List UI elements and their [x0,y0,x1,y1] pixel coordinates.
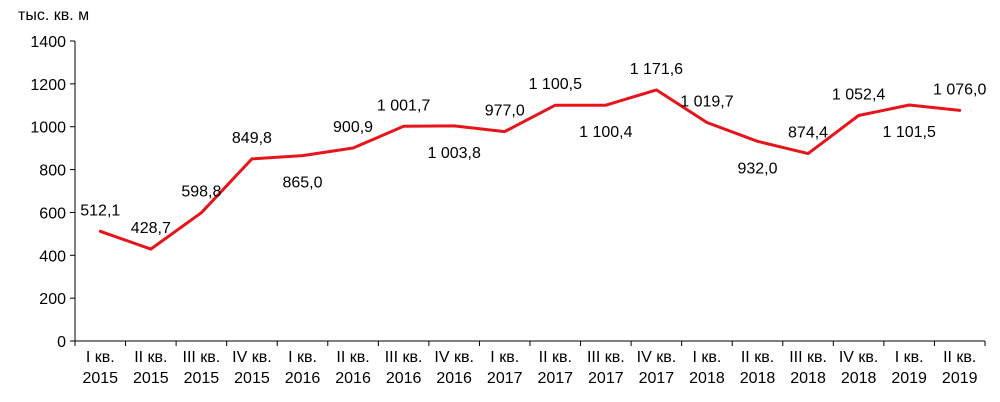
data-label: 1 001,7 [377,97,430,114]
x-axis: I кв. 2015 II кв. 2015 III кв. 2015 IV кв. 2015… [74,340,986,387]
x-tick-label-quarter: I кв. [288,349,317,366]
x-tick-label-year: 2015 [133,370,169,387]
y-tick-label: 0 [57,334,66,351]
data-label: 874,4 [788,125,828,142]
y-tick-label: 600 [39,205,66,222]
x-tick-label-quarter: III кв. [789,349,827,366]
x-tick-label-quarter: IV кв. [232,349,272,366]
series-layer [98,88,962,251]
data-label: 1 171,6 [630,61,683,78]
unit-label: тыс. кв. м [18,7,89,24]
x-tick-label-year: 2018 [689,370,725,387]
data-label: 977,0 [485,103,525,120]
x-tick-label-year: 2016 [436,370,472,387]
x-tick-label-year: 2018 [790,370,826,387]
data-label: 512,1 [80,202,120,219]
x-tick-label-quarter: III кв. [385,349,423,366]
x-tick-label-quarter: II кв. [134,349,167,366]
data-label: 900,9 [333,119,373,136]
x-tick-label-quarter: IV кв. [434,349,474,366]
x-tick-label-quarter: III кв. [587,349,625,366]
data-label: 1 052,4 [832,86,885,103]
x-tick-label-year: 2015 [82,370,118,387]
x-tick-label-quarter: I кв. [693,349,722,366]
x-tick-label-quarter: I кв. [490,349,519,366]
y-axis: 0 200 400 600 800 1000 1200 1400 [30,34,76,351]
x-tick-label-year: 2015 [184,370,220,387]
x-tick-label-quarter: II кв. [741,349,774,366]
x-tick-label-quarter: II кв. [539,349,572,366]
data-label: 932,0 [737,160,777,177]
x-tick-label-year: 2017 [588,370,624,387]
y-tick-label: 400 [39,248,66,265]
x-tick-label-year: 2019 [891,370,927,387]
data-label: 1 101,5 [882,124,935,141]
x-tick-label-quarter: I кв. [895,349,924,366]
x-tick-label-year: 2018 [841,370,877,387]
x-tick-label-quarter: IV кв. [839,349,879,366]
x-tick-label-quarter: IV кв. [637,349,677,366]
series-line [98,88,962,251]
data-label: 1 003,8 [427,145,480,162]
x-tick-label-year: 2017 [537,370,573,387]
x-tick-label-quarter: III кв. [183,349,221,366]
data-label: 428,7 [131,220,171,237]
x-tick-label-year: 2016 [335,370,371,387]
x-tick-label-quarter: II кв. [943,349,976,366]
y-tick-label: 1000 [30,120,66,137]
y-tick-label: 200 [39,291,66,308]
x-tick-label-year: 2018 [740,370,776,387]
data-label: 1 100,4 [579,124,632,141]
data-label: 598,8 [181,184,221,201]
y-tick-label: 1400 [30,34,66,51]
x-tick-label-quarter: I кв. [86,349,115,366]
data-labels: 512,1 428,7 598,8 849,8 865,0 900,91 001,7 1 0… [80,61,986,237]
x-tick-label-year: 2017 [639,370,675,387]
y-tick-label: 1200 [30,77,66,94]
x-tick-label-year: 2017 [487,370,523,387]
x-tick-label-year: 2019 [942,370,978,387]
x-tick-label-year: 2016 [386,370,422,387]
y-tick-label: 800 [39,163,66,180]
data-label: 849,8 [232,130,272,147]
x-tick-label-year: 2015 [234,370,270,387]
x-tick-label-quarter: II кв. [336,349,369,366]
data-label: 1 076,0 [933,81,986,98]
data-label: 1 100,5 [529,76,582,93]
data-label: 1 019,7 [680,93,733,110]
x-tick-label-year: 2016 [285,370,321,387]
data-label: 865,0 [282,175,322,192]
